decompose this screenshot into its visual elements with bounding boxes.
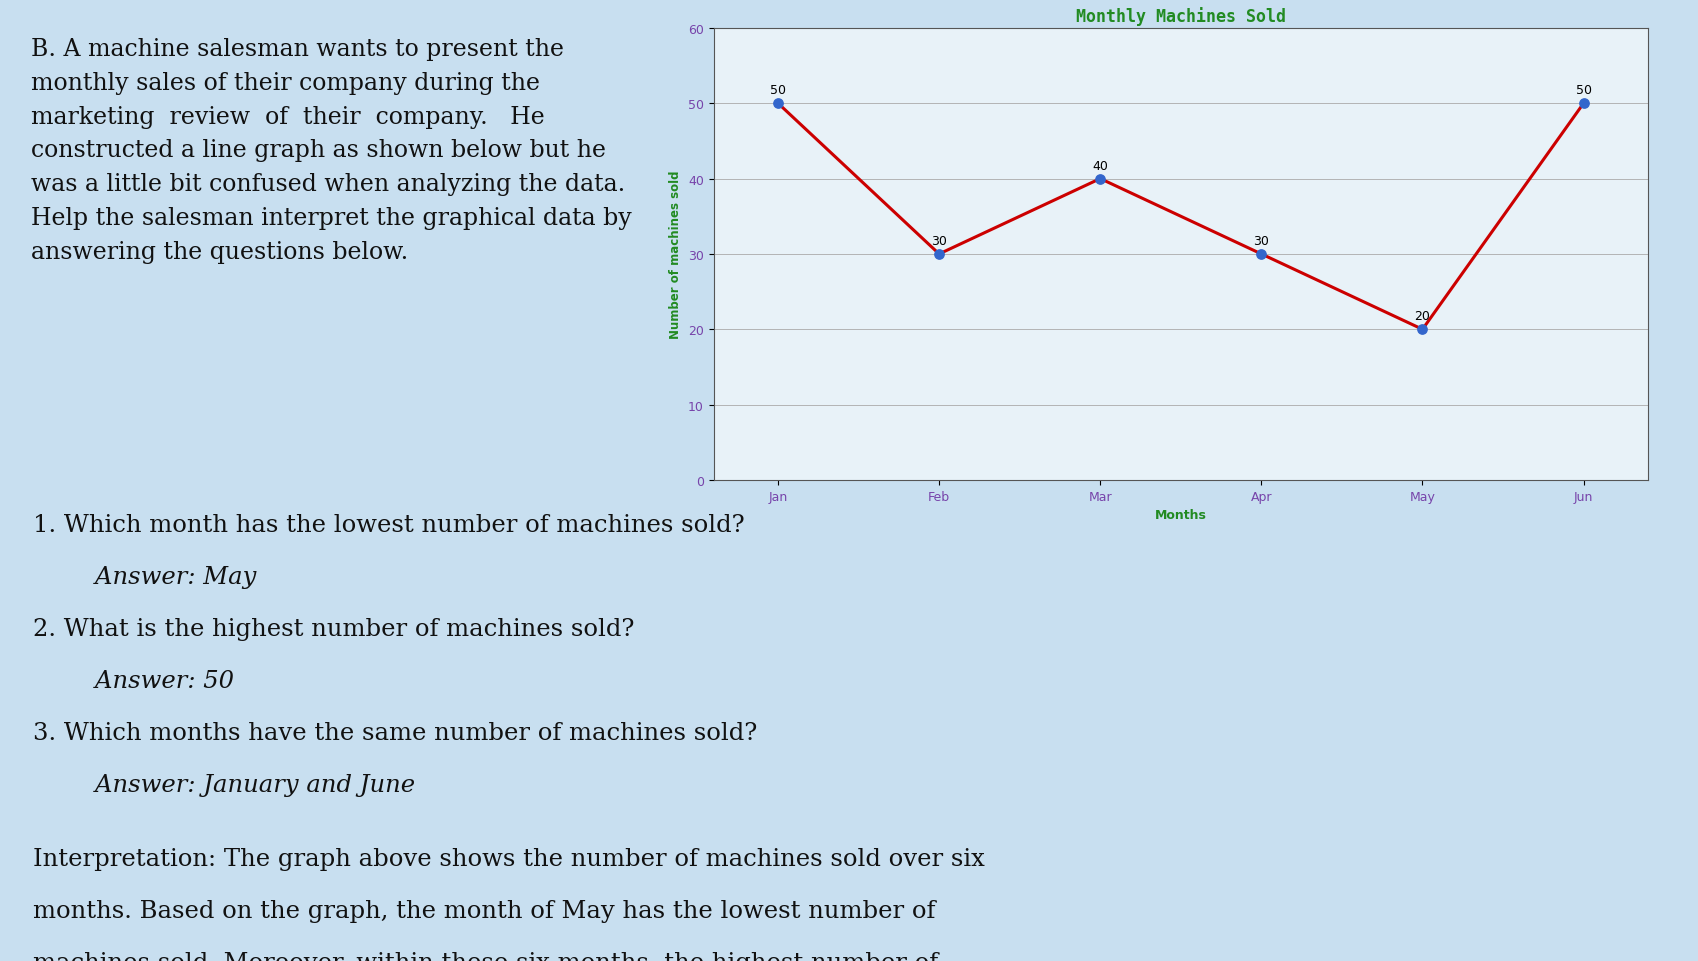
Point [764,96,791,111]
Text: B. A machine salesman wants to present the
monthly sales of their company during: B. A machine salesman wants to present t… [31,37,632,263]
Point [1087,172,1114,187]
Text: 50: 50 [1574,85,1591,97]
Text: machines sold. Moreover, within these six months, the highest number of: machines sold. Moreover, within these si… [34,951,937,961]
Text: 40: 40 [1092,160,1107,172]
Text: months. Based on the graph, the month of May has the lowest number of: months. Based on the graph, the month of… [34,899,936,923]
Text: 50: 50 [769,85,786,97]
Point [1246,247,1274,262]
Text: 3. Which months have the same number of machines sold?: 3. Which months have the same number of … [34,721,757,744]
Text: 30: 30 [931,234,946,248]
X-axis label: Months: Months [1155,508,1206,522]
Text: 20: 20 [1414,310,1430,323]
Text: Answer: 50: Answer: 50 [34,669,234,692]
Text: Answer: January and June: Answer: January and June [34,773,416,796]
Text: 30: 30 [1253,234,1268,248]
Text: Interpretation: The graph above shows the number of machines sold over six: Interpretation: The graph above shows th… [34,848,985,871]
Text: Answer: May: Answer: May [34,565,256,588]
Text: 1. Which month has the lowest number of machines sold?: 1. Which month has the lowest number of … [34,513,745,536]
Point [925,247,953,262]
Text: 2. What is the highest number of machines sold?: 2. What is the highest number of machine… [34,617,635,640]
Point [1569,96,1596,111]
Title: Monthly Machines Sold: Monthly Machines Sold [1075,7,1285,26]
Point [1408,322,1435,337]
Y-axis label: Number of machines sold: Number of machines sold [669,170,683,339]
